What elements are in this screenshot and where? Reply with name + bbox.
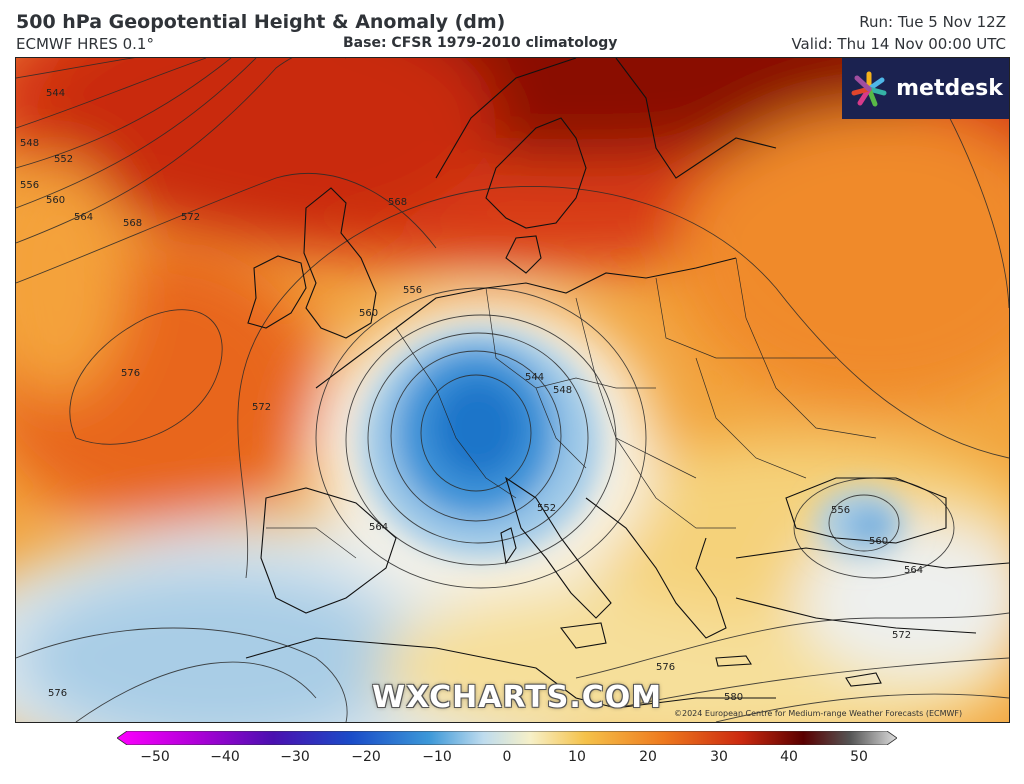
height-contours — [16, 58, 1009, 722]
contour-label-556-b: 556 — [403, 285, 422, 296]
run-time-label: Run: Tue 5 Nov 12Z — [859, 13, 1006, 31]
colorbar-tick: 40 — [780, 749, 798, 765]
contour-label-544: 544 — [46, 88, 65, 99]
valid-time-label: Valid: Thu 14 Nov 00:00 UTC — [791, 35, 1006, 53]
anomaly-field: 544 548 552 556 560 564 568 572 576 572 … — [16, 58, 1009, 722]
metdesk-logo[interactable]: metdesk — [842, 58, 1009, 119]
contour-label-564: 564 — [74, 212, 93, 223]
weather-map[interactable]: 544 548 552 556 560 564 568 572 576 572 … — [15, 57, 1010, 723]
contour-label-564-c: 564 — [904, 565, 923, 576]
copyright-notice: ©2024 European Centre for Medium-range W… — [674, 709, 963, 718]
metdesk-logo-text: metdesk — [896, 76, 1003, 101]
contour-label-556-c: 556 — [831, 505, 850, 516]
colorbar-tick: 50 — [850, 749, 868, 765]
country-borders — [266, 257, 877, 559]
colorbar-tick: −40 — [210, 749, 240, 765]
colorbar-tick: −30 — [280, 749, 310, 765]
chart-title: 500 hPa Geopotential Height & Anomaly (d… — [16, 11, 506, 33]
contour-label-552-b: 552 — [537, 503, 556, 514]
contour-label-556: 556 — [20, 180, 39, 191]
contour-label-576: 576 — [121, 368, 140, 379]
colorbar-tick: 20 — [639, 749, 657, 765]
contour-label-552: 552 — [54, 154, 73, 165]
colorbar-tick: 0 — [502, 749, 512, 765]
contour-label-560-c: 560 — [869, 536, 888, 547]
contour-label-568-b: 568 — [388, 197, 407, 208]
colorbar-tick: −10 — [422, 749, 452, 765]
contour-label-544-b: 544 — [525, 372, 544, 383]
contour-label-572: 572 — [181, 212, 200, 223]
contour-label-564-b: 564 — [369, 522, 388, 533]
contour-label-548: 548 — [20, 138, 39, 149]
contour-label-576-c: 576 — [48, 688, 67, 699]
contour-label-572-c: 572 — [892, 630, 911, 641]
contour-label-580: 580 — [724, 692, 743, 703]
anomaly-colorbar — [117, 731, 897, 745]
colorbar-tick: 10 — [568, 749, 586, 765]
contour-label-576-b: 576 — [656, 662, 675, 673]
contour-label-548-b: 548 — [553, 385, 572, 396]
contour-label-560: 560 — [46, 195, 65, 206]
contour-label-568: 568 — [123, 218, 142, 229]
contour-label-560-b: 560 — [359, 308, 378, 319]
starburst-logo-icon — [851, 71, 887, 106]
colorbar-tick: 30 — [710, 749, 728, 765]
model-label: ECMWF HRES 0.1° — [16, 35, 154, 53]
coastlines — [245, 58, 1009, 709]
contour-labels: 544 548 552 556 560 564 568 572 576 572 … — [20, 88, 923, 703]
colorbar-tick: −20 — [351, 749, 381, 765]
colorbar-tick: −50 — [140, 749, 170, 765]
contour-label-572-b: 572 — [252, 402, 271, 413]
base-climatology-label: Base: CFSR 1979-2010 climatology — [343, 35, 618, 51]
wxcharts-watermark: WXCHARTS.COM — [372, 680, 663, 715]
